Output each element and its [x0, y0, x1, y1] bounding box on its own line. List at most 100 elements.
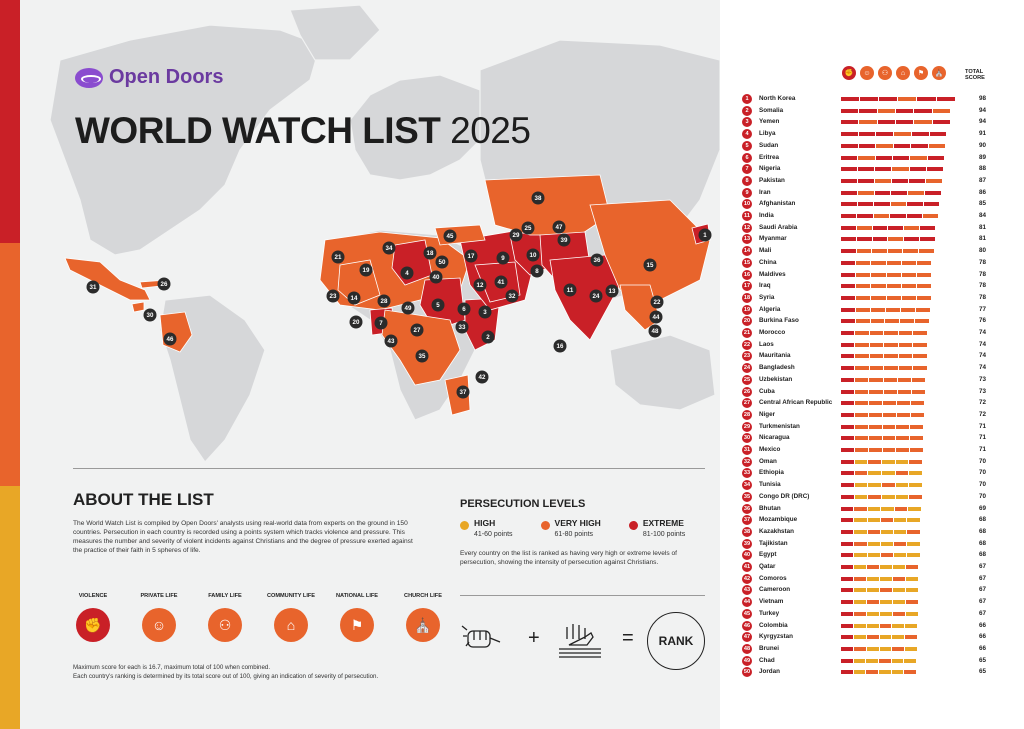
map-rank-label: 49	[405, 305, 412, 312]
ranking-row: 33 Ethiopia 70	[742, 468, 992, 479]
score-segment	[894, 541, 907, 546]
sphere-label: FAMILY LIFE	[208, 592, 242, 599]
score-segment	[877, 120, 895, 125]
level-dot	[540, 521, 550, 530]
map-rank-label: 41	[498, 279, 505, 286]
map-rank-label: 26	[161, 281, 168, 288]
ranking-row: 29 Turkmenistan 71	[742, 421, 992, 432]
score-segment	[841, 436, 854, 441]
country-name: Algeria	[759, 305, 781, 313]
country-name: Afghanistan	[759, 200, 796, 208]
score-segment	[896, 436, 910, 441]
map-rank-label: 27	[414, 327, 421, 334]
rank-number: 44	[742, 597, 752, 608]
score-segment	[894, 506, 908, 511]
score-segment	[905, 623, 918, 628]
score-segment	[876, 143, 893, 148]
score-segment	[906, 565, 919, 569]
score-segment	[925, 178, 942, 183]
map-rank-label: 25	[525, 225, 532, 232]
total-score-value: 89	[978, 153, 986, 161]
rank-number: 48	[742, 643, 752, 654]
levels-divider	[460, 595, 705, 596]
score-segment	[858, 132, 876, 137]
total-score-value: 68	[978, 551, 986, 559]
brand-name: Open Doors	[109, 66, 224, 88]
score-segment	[913, 354, 927, 359]
sphere-label: CHURCH LIFE	[404, 592, 442, 599]
map-rank-marker	[605, 284, 619, 298]
total-score-value: 70	[978, 481, 986, 489]
score-segment	[913, 342, 927, 347]
map-rank-marker	[481, 330, 495, 344]
score-segment	[881, 471, 895, 476]
total-score-value: 71	[978, 434, 986, 442]
score-segment	[854, 424, 868, 429]
rank-number: 41	[742, 562, 752, 572]
score-segment	[917, 97, 936, 101]
score-segment	[917, 272, 932, 277]
score-segment	[841, 670, 853, 675]
rank-equation: + = RANK	[460, 607, 710, 670]
score-segment	[854, 565, 867, 569]
map-rank-marker	[478, 305, 492, 319]
rank-number: 18	[742, 292, 752, 303]
score-segment	[841, 143, 858, 148]
score-segment	[855, 412, 869, 417]
rank-number: 1	[742, 94, 752, 104]
map-rank-marker	[464, 249, 478, 263]
score-segment	[880, 588, 893, 593]
total-score-value: 67	[978, 586, 986, 594]
score-segment	[886, 272, 901, 277]
score-segment	[841, 448, 854, 452]
score-segment	[883, 377, 897, 382]
map-rank-marker	[457, 302, 471, 316]
score-segment	[841, 307, 855, 312]
level-name: EXTREME	[642, 518, 684, 528]
score-segment	[854, 576, 867, 581]
score-segment	[856, 295, 871, 300]
score-segment	[853, 670, 866, 675]
score-segment	[841, 518, 854, 523]
rank-number: 33	[742, 468, 752, 479]
ranking-row: 34 Tunisia 70	[742, 480, 992, 491]
community-life-icon: ⌂	[896, 66, 910, 80]
map-rank-marker	[552, 220, 566, 234]
score-segment	[881, 506, 894, 511]
rank-number: 31	[742, 445, 752, 455]
sphere-label: NATIONAL LIFE	[335, 592, 379, 599]
score-segment	[855, 319, 870, 324]
score-segment	[910, 155, 927, 160]
score-segment	[841, 646, 853, 651]
ranking-row: 23 Mauritania 74	[742, 351, 992, 362]
ranking-row: 49 Chad 65	[742, 655, 992, 666]
score-segment	[891, 658, 904, 663]
rank-number: 2	[742, 105, 752, 116]
map-rank-marker	[496, 251, 510, 265]
score-segment	[841, 237, 856, 242]
country-name: Cameroon	[759, 586, 791, 594]
score-segment	[841, 623, 853, 628]
country-name: Bhutan	[759, 504, 781, 512]
total-score-value: 78	[978, 293, 986, 301]
score-segment	[911, 132, 929, 137]
score-segment	[927, 155, 945, 160]
score-segment	[904, 225, 919, 230]
score-segment	[909, 483, 922, 488]
ranking-row: 48 Brunei 66	[742, 643, 992, 654]
sphere-private-life: PRIVATE LIFE ☺	[126, 578, 192, 642]
score-segment	[841, 401, 855, 406]
score-segment	[841, 284, 856, 289]
total-score-value: 69	[978, 504, 986, 512]
country-name: Uzbekistan	[759, 375, 793, 383]
map-rank-label: 21	[335, 254, 342, 261]
country-name: Comoros	[759, 574, 787, 582]
total-score-value: 73	[978, 387, 986, 395]
score-segment	[872, 237, 888, 242]
map-rank-label: 5	[436, 302, 440, 309]
ranking-row: 30 Nicaragua 71	[742, 433, 992, 444]
national-life-icon: ⚑	[340, 608, 374, 642]
ranking-row: 37 Mozambique 68	[742, 515, 992, 526]
score-segment	[892, 167, 909, 172]
total-score-value: 78	[978, 270, 986, 278]
